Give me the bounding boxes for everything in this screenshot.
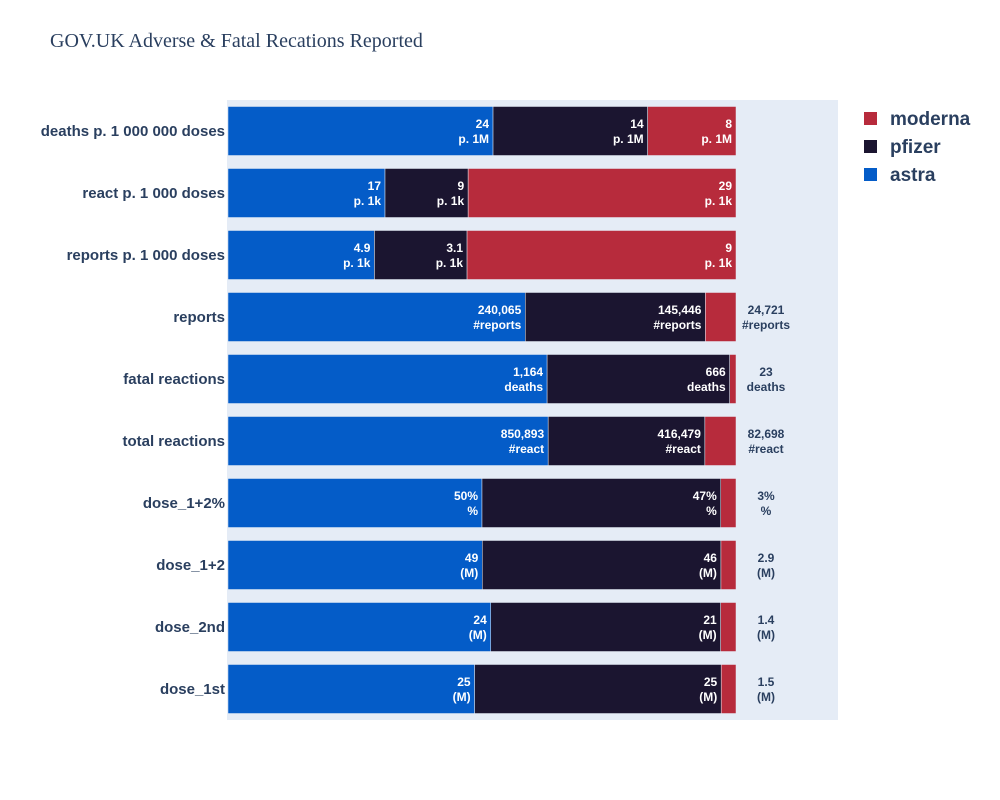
bar-moderna-deaths-p-1-000-000-doses <box>647 106 737 156</box>
bar-moderna-dose-1-2 <box>720 478 737 528</box>
bar-moderna-dose-1-2 <box>720 540 737 590</box>
bar-label-moderna-dose-1-2: 3%% <box>757 489 775 518</box>
bar-moderna-dose-1st <box>720 664 737 714</box>
category-label-reports-p-1-000-doses: reports p. 1 000 doses <box>67 247 225 264</box>
bar-moderna-total-reactions <box>704 416 737 466</box>
bar-label-astra-reports-p-1-000-doses: 4.9 p. 1k <box>343 241 371 270</box>
bar-label-astra-fatal-reactions: 1,164 deaths <box>504 365 543 394</box>
category-label-dose-1st: dose_1st <box>160 681 225 698</box>
bar-label-astra-dose-2nd: 24 (M) <box>469 613 487 642</box>
category-label-react-p-1-000-doses: react p. 1 000 doses <box>82 185 225 202</box>
chart-title: GOV.UK Adverse & Fatal Recations Reporte… <box>50 30 423 52</box>
bar-pfizer-dose-2nd <box>490 602 721 652</box>
legend-swatch-pfizer <box>864 140 877 153</box>
category-label-dose-2nd: dose_2nd <box>155 619 225 636</box>
category-label-dose-1-2: dose_1+2 <box>156 557 225 574</box>
bar-moderna-fatal-reactions <box>729 354 737 404</box>
bar-label-moderna-fatal-reactions: 23 deaths <box>747 365 786 394</box>
bar-label-astra-dose-1-2: 50%% <box>454 489 478 518</box>
bar-moderna-reports <box>705 292 737 342</box>
category-label-reports: reports <box>173 309 225 326</box>
bar-astra-fatal-reactions <box>227 354 548 404</box>
bar-label-pfizer-reports: 145,446 #reports <box>653 303 701 332</box>
bar-pfizer-dose-1-2 <box>481 478 722 528</box>
bar-astra-dose-1st <box>227 664 475 714</box>
bar-label-pfizer-fatal-reactions: 666 deaths <box>687 365 726 394</box>
bar-pfizer-deaths-p-1-000-000-doses <box>492 106 648 156</box>
bar-moderna-react-p-1-000-doses <box>467 168 737 218</box>
bar-astra-dose-1-2 <box>227 540 483 590</box>
bar-label-moderna-total-reactions: 82,698 #react <box>748 427 785 456</box>
bar-astra-dose-2nd <box>227 602 492 652</box>
bar-astra-deaths-p-1-000-000-doses <box>227 106 494 156</box>
bar-label-pfizer-reports-p-1-000-doses: 3.1 p. 1k <box>436 241 464 270</box>
bar-label-moderna-reports-p-1-000-doses: 9 p. 1k <box>705 241 733 270</box>
bar-label-astra-react-p-1-000-doses: 17 p. 1k <box>354 179 382 208</box>
legend-label-pfizer: pfizer <box>890 137 941 158</box>
bar-label-pfizer-dose-1-2: 47%% <box>693 489 717 518</box>
bar-astra-total-reactions <box>227 416 549 466</box>
bar-pfizer-reports-p-1-000-doses <box>374 230 468 280</box>
bar-label-pfizer-dose-2nd: 21 (M) <box>699 613 717 642</box>
bar-label-pfizer-total-reactions: 416,479 #react <box>657 427 701 456</box>
bar-pfizer-total-reactions <box>547 416 706 466</box>
bar-label-astra-reports: 240,065 #reports <box>473 303 521 332</box>
bar-label-moderna-deaths-p-1-000-000-doses: 8 p. 1M <box>701 117 732 146</box>
category-label-dose-1-2: dose_1+2% <box>143 495 225 512</box>
bar-label-moderna-dose-2nd: 1.4 (M) <box>757 613 775 642</box>
bar-label-astra-dose-1-2: 49 (M) <box>460 551 478 580</box>
bar-label-moderna-dose-1-2: 2.9 (M) <box>757 551 775 580</box>
bar-moderna-dose-2nd <box>720 602 737 652</box>
bar-astra-dose-1-2 <box>227 478 483 528</box>
bar-astra-reports <box>227 292 526 342</box>
category-label-total-reactions: total reactions <box>122 433 225 450</box>
bar-moderna-reports-p-1-000-doses <box>466 230 737 280</box>
legend-label-moderna: moderna <box>890 109 971 130</box>
bar-pfizer-fatal-reactions <box>546 354 730 404</box>
bar-label-pfizer-dose-1st: 25 (M) <box>699 675 717 704</box>
category-label-fatal-reactions: fatal reactions <box>123 371 225 388</box>
bar-label-moderna-react-p-1-000-doses: 29 p. 1k <box>705 179 733 208</box>
category-label-deaths-p-1-000-000-doses: deaths p. 1 000 000 doses <box>41 123 225 140</box>
bar-label-moderna-dose-1st: 1.5 (M) <box>757 675 775 704</box>
legend-swatch-astra <box>864 168 877 181</box>
bar-label-astra-dose-1st: 25 (M) <box>453 675 471 704</box>
bar-pfizer-react-p-1-000-doses <box>384 168 469 218</box>
bar-astra-react-p-1-000-doses <box>227 168 386 218</box>
bar-pfizer-dose-1st <box>474 664 722 714</box>
legend-swatch-moderna <box>864 112 877 125</box>
bar-pfizer-dose-1-2 <box>482 540 722 590</box>
bar-label-pfizer-deaths-p-1-000-000-doses: 14 p. 1M <box>613 117 644 146</box>
bar-label-astra-deaths-p-1-000-000-doses: 24 p. 1M <box>458 117 489 146</box>
bar-pfizer-reports <box>525 292 706 342</box>
bar-label-pfizer-dose-1-2: 46 (M) <box>699 551 717 580</box>
legend-label-astra: astra <box>890 165 936 186</box>
bar-astra-reports-p-1-000-doses <box>227 230 375 280</box>
bar-label-astra-total-reactions: 850,893 #react <box>501 427 545 456</box>
bar-label-moderna-reports: 24,721 #reports <box>742 303 790 332</box>
bar-label-pfizer-react-p-1-000-doses: 9 p. 1k <box>437 179 465 208</box>
